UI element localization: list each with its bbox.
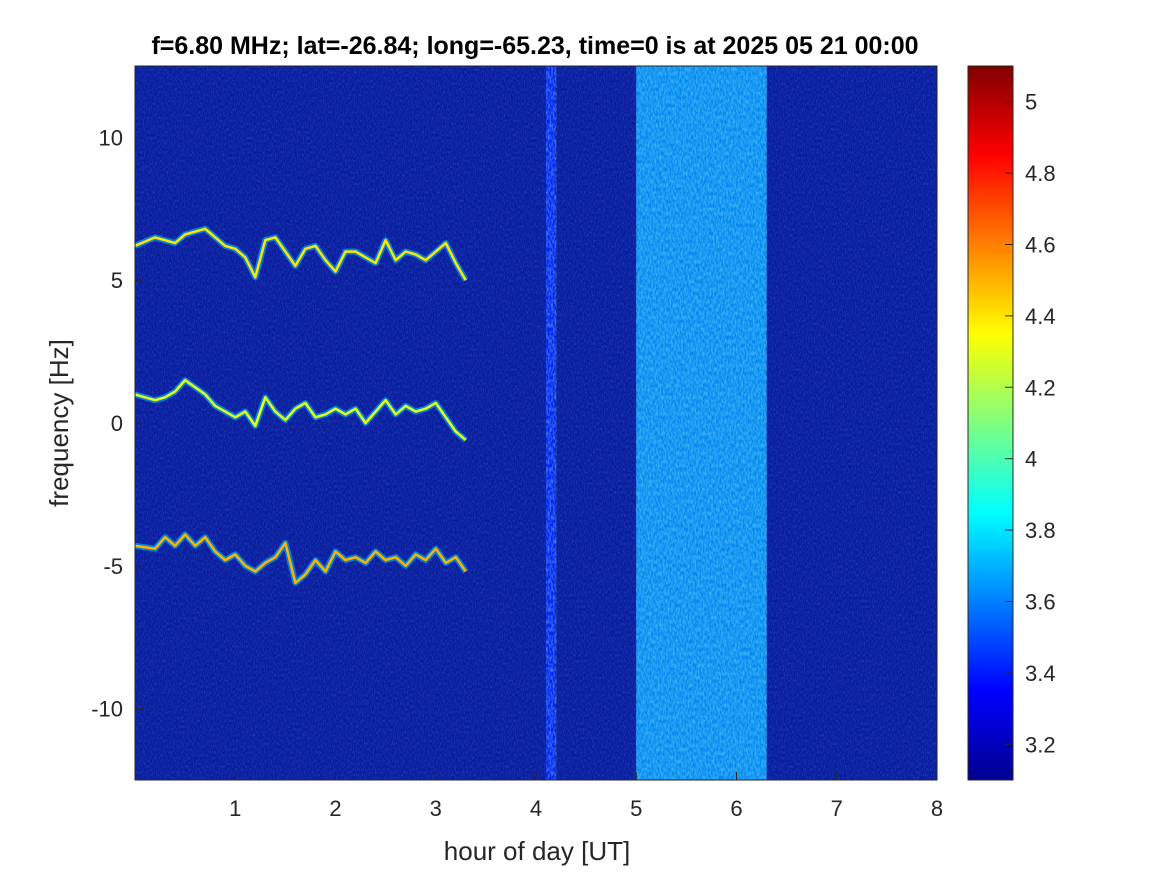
- y-tick-label: 10: [99, 125, 123, 150]
- colorbar-tick-label: 3.4: [1025, 661, 1056, 686]
- noise-band-texture-1: [546, 66, 557, 780]
- plot-content: [135, 66, 937, 780]
- x-axis: 1 2 3 4 5 6 7 8: [229, 772, 943, 821]
- y-tick-label: -5: [103, 554, 123, 579]
- x-axis-label: hour of day [UT]: [444, 836, 630, 866]
- y-axis-label: frequency [Hz]: [44, 339, 74, 507]
- y-axis: -10 -5 0 5 10: [91, 125, 143, 722]
- colorbar-tick-label: 4.2: [1025, 375, 1056, 400]
- x-tick-label: 7: [831, 796, 843, 821]
- colorbar-tick-label: 4.8: [1025, 161, 1056, 186]
- colorbar-tick-label: 3.2: [1025, 732, 1056, 757]
- noise-band-texture-0: [636, 66, 767, 780]
- noise-bands: [546, 66, 767, 780]
- background-noise: [135, 66, 937, 780]
- chart-title: f=6.80 MHz; lat=-26.84; long=-65.23, tim…: [151, 32, 918, 60]
- x-tick-label: 8: [931, 796, 943, 821]
- series-trace-1: [135, 378, 467, 442]
- series-trace-0: [135, 227, 467, 281]
- colorbar-tick-label: 3.6: [1025, 590, 1056, 615]
- y-tick-label: 0: [111, 411, 123, 436]
- x-tick-label: 3: [430, 796, 442, 821]
- x-tick-label: 1: [229, 796, 241, 821]
- y-tick-label: -10: [91, 697, 123, 722]
- x-tick-label: 2: [329, 796, 341, 821]
- x-tick-label: 5: [630, 796, 642, 821]
- series-trace-2: [135, 533, 467, 585]
- colorbar-tick-label: 4: [1025, 447, 1037, 472]
- colorbar-tick-label: 5: [1025, 90, 1037, 115]
- colorbar-tick-label: 4.4: [1025, 304, 1056, 329]
- y-tick-label: 5: [111, 268, 123, 293]
- x-tick-label: 4: [530, 796, 542, 821]
- colorbar-tick-label: 3.8: [1025, 518, 1056, 543]
- colorbar-ticks: 3.2 3.4 3.6 3.8 4 4.2 4.4 4.6 4.8 5: [1005, 90, 1056, 757]
- colorbar-tick-label: 4.6: [1025, 233, 1056, 258]
- colorbar: [967, 65, 1014, 781]
- series-traces: [135, 225, 469, 586]
- x-tick-label: 6: [730, 796, 742, 821]
